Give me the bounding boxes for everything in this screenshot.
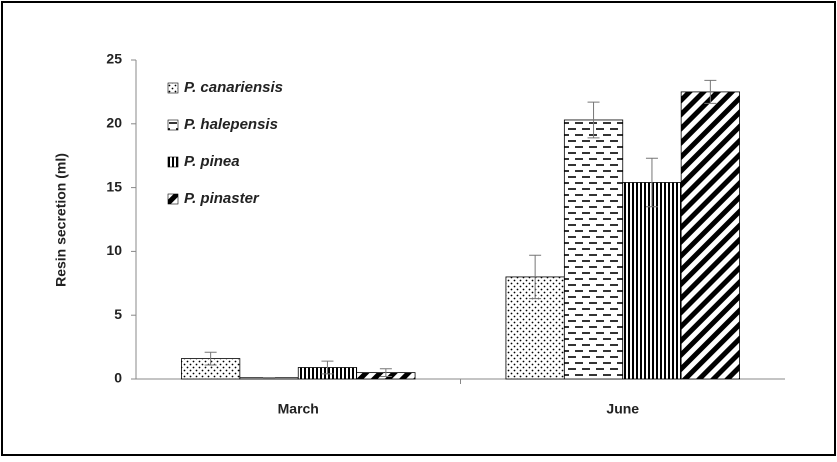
error-bar [321, 360, 334, 375]
x-tick-label: March [278, 401, 319, 417]
legend-swatch [167, 119, 179, 131]
legend-swatch [167, 193, 179, 205]
bar [680, 91, 740, 380]
error-bar [529, 254, 542, 300]
error-bar [587, 101, 600, 139]
error-bar [204, 351, 217, 366]
bar [563, 119, 624, 380]
legend-label: P. halepensis [184, 116, 278, 133]
legend-label: P. pinea [184, 153, 240, 170]
legend-label: P. canariensis [184, 79, 283, 96]
legend-label: P. pinaster [184, 190, 260, 207]
y-tick-label: 0 [114, 370, 122, 386]
error-bar [379, 368, 392, 377]
y-tick-label: 5 [114, 306, 122, 322]
legend-swatch [167, 156, 179, 168]
y-axis-title: Resin secretion (ml) [53, 153, 69, 287]
x-tick-label: June [606, 401, 639, 417]
legend-swatch [167, 82, 179, 94]
bar [622, 182, 682, 380]
y-tick-label: 25 [106, 51, 122, 67]
y-tick-label: 15 [106, 178, 122, 194]
error-bar [704, 79, 717, 104]
y-tick-label: 20 [106, 115, 122, 131]
error-bar [645, 157, 658, 208]
y-tick-label: 10 [106, 242, 122, 258]
